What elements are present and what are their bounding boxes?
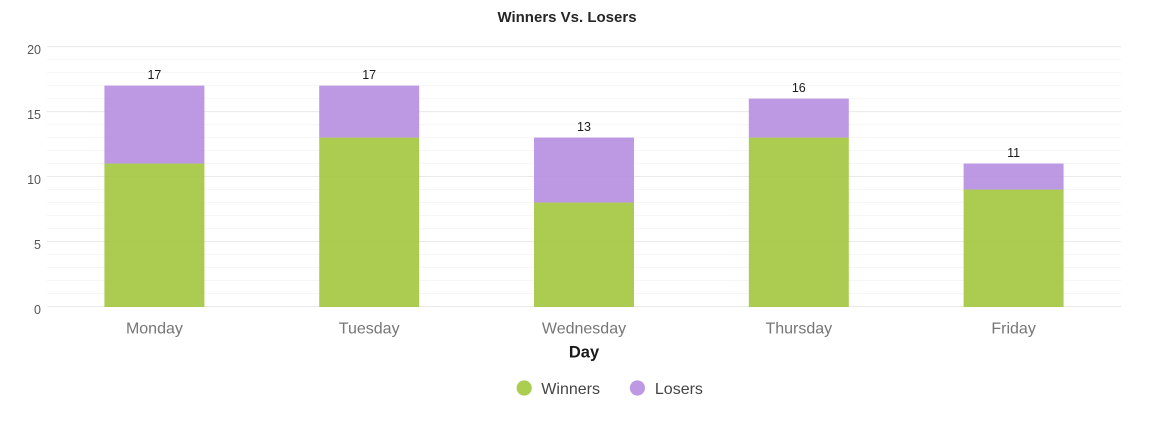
svg-text:Losers: Losers [655,381,703,398]
svg-text:Day: Day [569,344,600,362]
svg-text:11: 11 [1007,146,1020,160]
svg-text:Wednesday: Wednesday [542,321,626,338]
svg-text:15: 15 [27,108,41,122]
svg-text:17: 17 [362,68,376,82]
svg-text:Winners: Winners [541,381,600,398]
svg-text:Tuesday: Tuesday [339,321,400,338]
svg-text:10: 10 [27,173,41,187]
svg-text:Friday: Friday [991,321,1035,338]
svg-text:17: 17 [147,68,161,82]
svg-text:13: 13 [577,120,591,134]
svg-text:5: 5 [34,238,41,252]
svg-text:16: 16 [792,81,806,95]
svg-text:20: 20 [27,43,41,57]
svg-text:Thursday: Thursday [765,321,832,338]
svg-text:0: 0 [34,303,41,317]
svg-text:Winners Vs. Losers: Winners Vs. Losers [497,9,636,26]
svg-text:Monday: Monday [126,321,183,338]
